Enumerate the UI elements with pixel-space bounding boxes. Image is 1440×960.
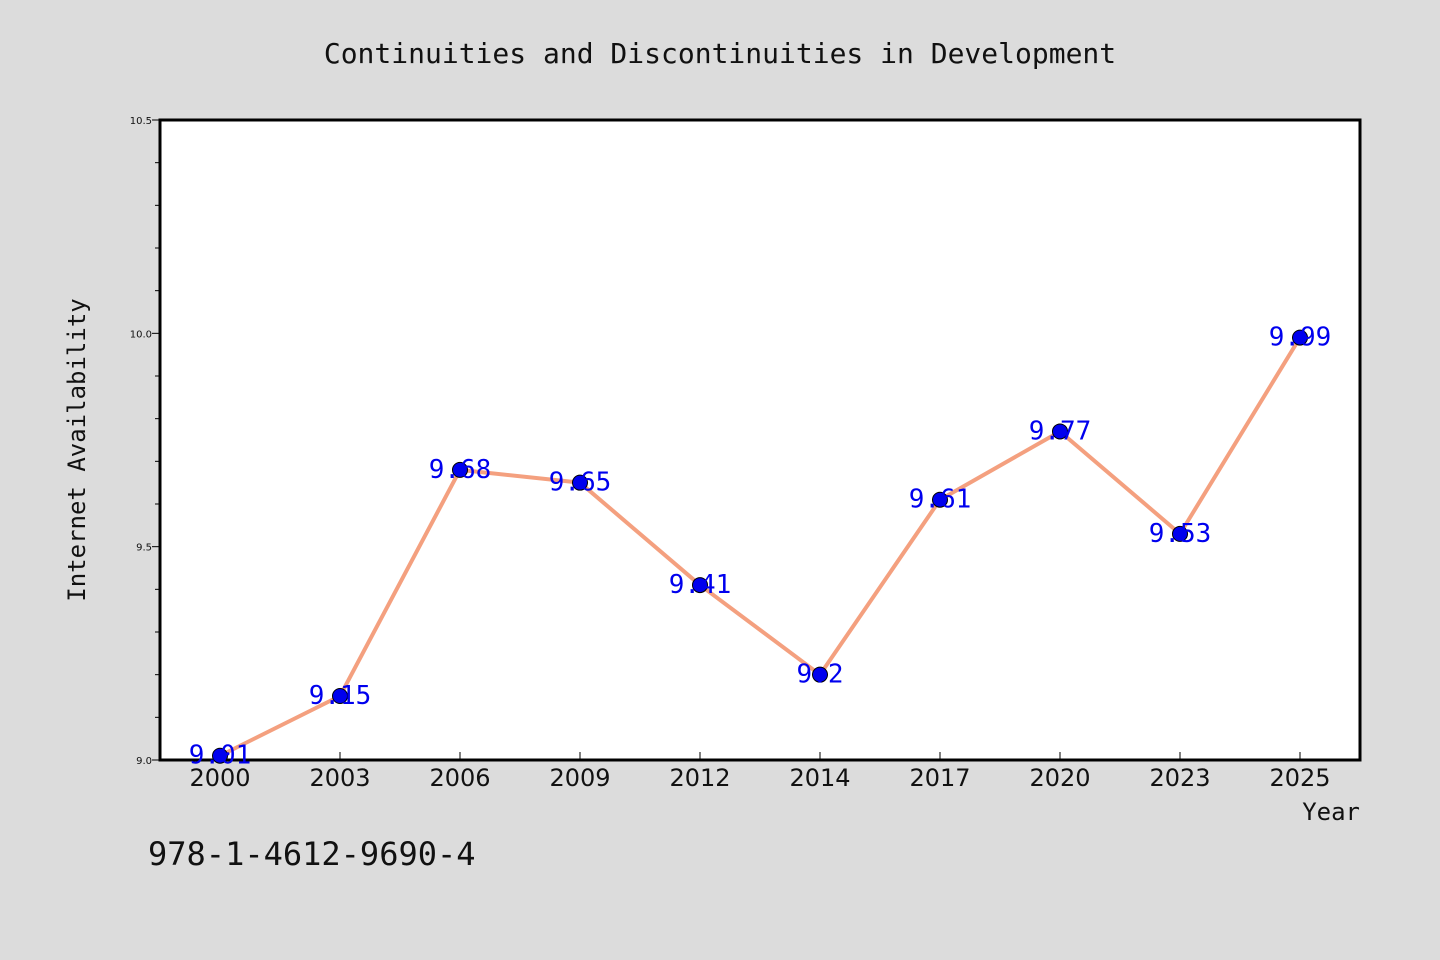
data-label: 9.65: [549, 468, 612, 498]
data-label: 9.68: [429, 455, 492, 485]
data-label: 9.77: [1029, 416, 1092, 446]
data-label: 9.01: [189, 741, 252, 771]
data-label: 9.61: [909, 485, 972, 515]
data-point: [932, 491, 948, 508]
data-point: [572, 474, 588, 491]
data-label: 9.2: [797, 660, 844, 690]
data-point: [452, 461, 468, 478]
data-point: [1052, 423, 1068, 440]
x-tick-label: 2006: [429, 764, 490, 792]
x-tick-label: 2000: [189, 764, 250, 792]
plot-area: [158, 118, 1362, 762]
y-tick-label: 10.5: [130, 116, 152, 127]
data-point: [332, 688, 348, 704]
x-tick-label: 2003: [309, 764, 370, 792]
footer-code: 978-1-4612-9690-4: [148, 835, 476, 873]
x-tick-label: 2025: [1269, 764, 1330, 792]
data-markers: [212, 329, 1308, 764]
chart-title: Continuities and Discontinuities in Deve…: [324, 37, 1116, 70]
y-tick-label: 10.0: [130, 329, 152, 340]
x-tick-label: 2012: [669, 764, 730, 792]
x-tick-label: 2014: [789, 764, 850, 792]
data-label: 9.41: [669, 570, 732, 600]
data-label: 9.15: [309, 681, 372, 711]
data-point: [1292, 329, 1308, 346]
data-point: [692, 577, 708, 594]
x-tick-label: 2023: [1149, 764, 1210, 792]
x-axis-label: Year: [1302, 798, 1360, 826]
data-point: [212, 747, 228, 764]
series-line: [218, 335, 1302, 758]
data-label: 9.99: [1269, 323, 1332, 353]
y-tick-label: 9.5: [136, 543, 152, 554]
data-point: [1172, 525, 1188, 542]
data-labels: 9.01 9.15 9.68 9.65 9.41 9.2 9.61 9.77 9.53 9.99: [189, 323, 1332, 771]
x-tick-label: 2009: [549, 764, 610, 792]
y-axis-ticks: 9.0 9.5 10.0 10.5: [130, 116, 160, 767]
data-point: [812, 666, 828, 683]
y-tick-label: 9.0: [136, 756, 152, 767]
y-axis-label: Internet Availability: [63, 298, 91, 601]
x-tick-label: 2017: [909, 764, 970, 792]
x-tick-label: 2020: [1029, 764, 1090, 792]
data-label: 9.53: [1149, 519, 1212, 549]
x-axis-ticks: 2000 2003 2006 2009 2012 2014 2017 2020 2023 2025: [189, 752, 1331, 792]
